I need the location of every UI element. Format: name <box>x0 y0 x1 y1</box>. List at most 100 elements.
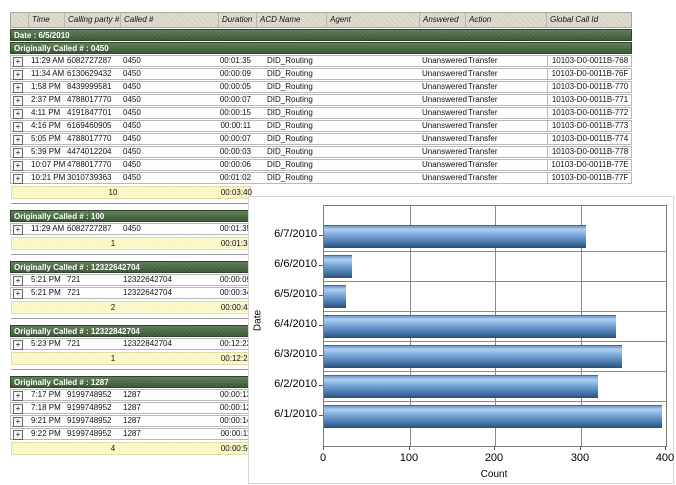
table-row: +11:34 AM 6130629432 0450 00:00:09 DID_Routi… <box>10 68 632 80</box>
cell-global-call-id: 10103-D0-0011B-77F <box>547 173 632 183</box>
cell-duration: 00:00:11 <box>220 121 251 130</box>
cell-duration: 00:00:05 <box>219 82 251 91</box>
cell-called: 0450 <box>123 82 141 91</box>
x-tick-label: 100 <box>399 452 419 464</box>
expand-icon[interactable]: + <box>13 161 23 171</box>
expand-icon[interactable]: + <box>13 96 23 106</box>
header-cell: Action <box>466 13 547 27</box>
cell-calling-party: 721 <box>67 275 81 284</box>
expand-icon[interactable]: + <box>13 122 23 132</box>
header-cell-expander <box>11 13 29 27</box>
cell-calling-party: 8439999581 <box>67 82 112 91</box>
cell-global-call-id: 10103-D0-0011B-772 <box>547 108 632 118</box>
cell-calling-party: 9199748952 <box>67 390 112 399</box>
cell-duration: 00:00:03 <box>219 147 251 156</box>
table-row: +4:11 PM 4191847701 0450 00:00:15 DID_Routin… <box>10 107 632 119</box>
expand-icon[interactable]: + <box>13 57 23 67</box>
call-group: Originally Called # : 12322642704 +5:21 P… <box>10 261 632 314</box>
bar-6/3/2010 <box>324 345 622 368</box>
expand-icon[interactable]: + <box>13 276 23 286</box>
cell-called: 12322642704 <box>123 288 172 297</box>
group-separator <box>11 203 251 204</box>
cell-answered: Unanswered <box>422 108 467 117</box>
cell-duration: 00:00:15 <box>219 108 251 117</box>
group-summary-row: 10 00:03:40 <box>11 186 252 199</box>
table-row: +11:29 AM 6082727287 0450 00:01:35 <box>10 223 252 235</box>
table-row: +9:22 PM 9199748952 1287 00:00:11 <box>10 428 252 440</box>
expand-icon[interactable]: + <box>13 417 23 427</box>
y-axis-tick <box>319 385 323 386</box>
x-tick-label: 300 <box>570 452 590 464</box>
bar-6/2/2010 <box>324 375 598 398</box>
cell-time: 10:21 PM <box>31 173 66 182</box>
cell-time: 11:29 AM <box>31 56 65 65</box>
cell-time: 9:21 PM <box>31 416 61 425</box>
table-row: +5:23 PM 721 12322842704 00:12:23 <box>10 338 252 350</box>
cell-calling-party: 721 <box>67 339 81 348</box>
table-row: +5:21 PM 721 12322642704 00:00:09 <box>10 274 252 286</box>
expand-icon[interactable]: + <box>13 174 23 184</box>
cell-called: 1287 <box>123 403 141 412</box>
summary-call-count: 10 <box>108 188 118 197</box>
cell-action: Transfer <box>468 82 498 91</box>
summary-total-duration: 00:00:43 <box>220 303 252 312</box>
cell-acd-name: DID_Routing <box>267 160 313 169</box>
x-axis-tick <box>494 446 495 450</box>
cell-calling-party: 721 <box>67 288 81 297</box>
cell-acd-name: DID_Routing <box>267 121 313 130</box>
expand-icon[interactable]: + <box>13 430 23 440</box>
cell-global-call-id: 10103-D0-0011B-76F <box>547 69 632 79</box>
cell-duration: 00:00:13 <box>219 390 251 399</box>
date-group-header: Date : 6/5/2010 <box>10 29 632 41</box>
expand-icon[interactable]: + <box>13 391 23 401</box>
cell-calling-party: 6082727287 <box>67 224 112 233</box>
cell-duration: 00:12:23 <box>219 339 251 348</box>
cell-called: 0450 <box>123 160 141 169</box>
expand-icon[interactable]: + <box>13 148 23 158</box>
summary-call-count: 1 <box>110 354 116 363</box>
table-row: +1:58 PM 8439999581 0450 00:00:05 DID_Routin… <box>10 81 632 93</box>
cell-global-call-id: 10103-D0-0011B-768 <box>547 56 632 66</box>
table-row: +10:07 PM 4788017770 0450 00:00:06 DID_Routi… <box>10 159 632 171</box>
expand-icon[interactable]: + <box>13 225 23 235</box>
summary-total-duration: 00:00:50 <box>220 444 252 453</box>
expand-icon[interactable]: + <box>13 135 23 145</box>
cell-calling-party: 4191847701 <box>67 108 112 117</box>
cell-calling-party: 4788017770 <box>67 134 112 143</box>
call-report-table: Time Calling party # Called # Duration ACD N… <box>10 12 632 455</box>
expand-icon[interactable]: + <box>13 83 23 93</box>
expand-icon[interactable]: + <box>13 70 23 80</box>
cell-called: 0450 <box>123 95 141 104</box>
y-tick-label: 6/4/2010 <box>274 318 317 330</box>
cell-time: 7:17 PM <box>31 390 61 399</box>
header-cell: Answered <box>420 13 466 27</box>
expand-icon[interactable]: + <box>13 340 23 350</box>
bar-6/4/2010 <box>324 315 616 338</box>
call-group: Originally Called # : 12322842704 +5:23 P… <box>10 325 632 365</box>
table-row: +4:16 PM 6169460905 0450 00:00:11 DID_Routin… <box>10 120 632 132</box>
table-header-row: Time Calling party # Called # Duration ACD N… <box>10 12 632 28</box>
cell-calling-party: 9199748952 <box>67 403 112 412</box>
cell-time: 10:07 PM <box>31 160 66 169</box>
y-tick-label: 6/2/2010 <box>274 378 317 390</box>
expand-icon[interactable]: + <box>13 109 23 119</box>
header-cell: ACD Name <box>257 13 327 27</box>
x-tick-label: 200 <box>484 452 504 464</box>
gridline-horizontal <box>324 251 666 252</box>
cell-duration: 00:00:07 <box>219 134 251 143</box>
expand-icon[interactable]: + <box>13 404 23 414</box>
expand-icon[interactable]: + <box>13 289 23 299</box>
cell-action: Transfer <box>468 134 498 143</box>
cell-calling-party: 4788017770 <box>67 160 112 169</box>
gridline-horizontal <box>324 341 666 342</box>
cell-time: 5:05 PM <box>31 134 61 143</box>
header-cell: Calling party # <box>65 13 121 27</box>
cell-time: 7:18 PM <box>31 403 61 412</box>
cell-duration: 00:00:11 <box>220 429 251 438</box>
cell-time: 2:37 PM <box>31 95 61 104</box>
cell-answered: Unanswered <box>422 121 467 130</box>
cell-calling-party: 6130629432 <box>67 69 112 78</box>
table-row: +5:21 PM 721 12322642704 00:00:34 <box>10 287 252 299</box>
cell-called: 1287 <box>123 429 141 438</box>
x-axis-tick <box>409 446 410 450</box>
